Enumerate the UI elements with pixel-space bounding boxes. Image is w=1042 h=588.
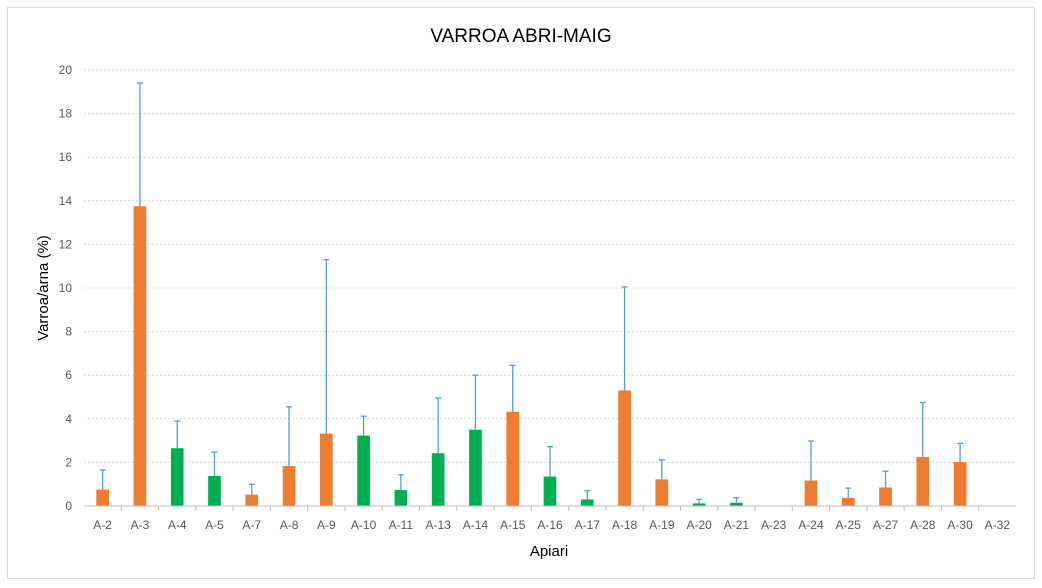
x-tick-label: A-19 [649, 518, 675, 532]
y-tick-label: 18 [59, 107, 73, 121]
x-tick-label: A-20 [686, 518, 712, 532]
x-tick-label: A-15 [500, 518, 526, 532]
x-tick-label: A-2 [93, 518, 112, 532]
x-tick-label: A-13 [425, 518, 451, 532]
bar [841, 497, 855, 506]
bar [879, 487, 892, 506]
x-tick-label: A-17 [575, 518, 601, 532]
x-tick-label: A-23 [761, 518, 787, 532]
x-tick-label: A-3 [131, 518, 150, 532]
y-tick-label: 4 [65, 412, 72, 426]
bar [804, 480, 818, 506]
bar [543, 476, 557, 506]
x-tick-label: A-30 [947, 518, 973, 532]
bar [319, 433, 333, 506]
bar [506, 411, 520, 506]
x-tick-label: A-28 [910, 518, 936, 532]
x-tick-label: A-8 [280, 518, 299, 532]
x-tick-label: A-16 [537, 518, 563, 532]
bar [245, 494, 259, 506]
x-tick-label: A-25 [836, 518, 862, 532]
chart-title: VARROA ABRI-MAIG [430, 26, 612, 47]
y-tick-label: 6 [65, 368, 72, 382]
error-bars [99, 82, 964, 504]
y-tick-label: 14 [59, 194, 73, 208]
y-axis-title: Varroa/arna (%) [35, 235, 52, 341]
bar [96, 489, 109, 506]
x-tick-label: A-27 [873, 518, 899, 532]
x-tick-label: A-7 [242, 518, 261, 532]
bar [692, 503, 706, 506]
x-axis-title: Apiari [530, 543, 568, 560]
x-tick-label: A-11 [389, 518, 414, 532]
gridlines [84, 69, 1016, 463]
bar [469, 429, 482, 506]
bar [580, 499, 594, 506]
y-tick-label: 20 [59, 63, 73, 77]
y-tick-label: 10 [59, 281, 73, 295]
x-tick-label: A-5 [205, 518, 224, 532]
y-tick-label: 12 [59, 237, 73, 251]
bar [730, 502, 743, 506]
x-tick-label: A-9 [317, 518, 336, 532]
bar [431, 453, 445, 506]
x-tick-label: A-18 [612, 518, 638, 532]
y-tick-labels: 0 2 4 6 8 10 12 14 16 18 20 [59, 63, 73, 513]
x-tick-label: A-21 [724, 518, 750, 532]
x-tick-label: A-10 [351, 518, 377, 532]
bar [357, 435, 370, 506]
y-tick-label: 0 [65, 499, 72, 513]
y-tick-label: 8 [65, 325, 72, 339]
x-tick-label: A-14 [463, 518, 489, 532]
y-tick-label: 2 [65, 455, 72, 469]
x-tick-labels: A-2 A-3 A-4 A-5 A-7 A-8 A-9 A-10 A-11 A-13 A-14 A-1… [93, 506, 1010, 532]
bar [655, 479, 669, 506]
bar [170, 448, 184, 506]
x-tick-label: A-4 [168, 518, 187, 532]
bar [133, 206, 147, 506]
y-tick-label: 16 [59, 150, 73, 164]
bars [96, 206, 967, 506]
bar [953, 461, 967, 506]
x-tick-label: A-32 [985, 518, 1011, 532]
bar [394, 490, 408, 506]
bar [282, 466, 296, 506]
bar [618, 390, 631, 506]
bar [916, 456, 930, 506]
bar [208, 475, 221, 506]
x-tick-label: A-24 [798, 518, 824, 532]
